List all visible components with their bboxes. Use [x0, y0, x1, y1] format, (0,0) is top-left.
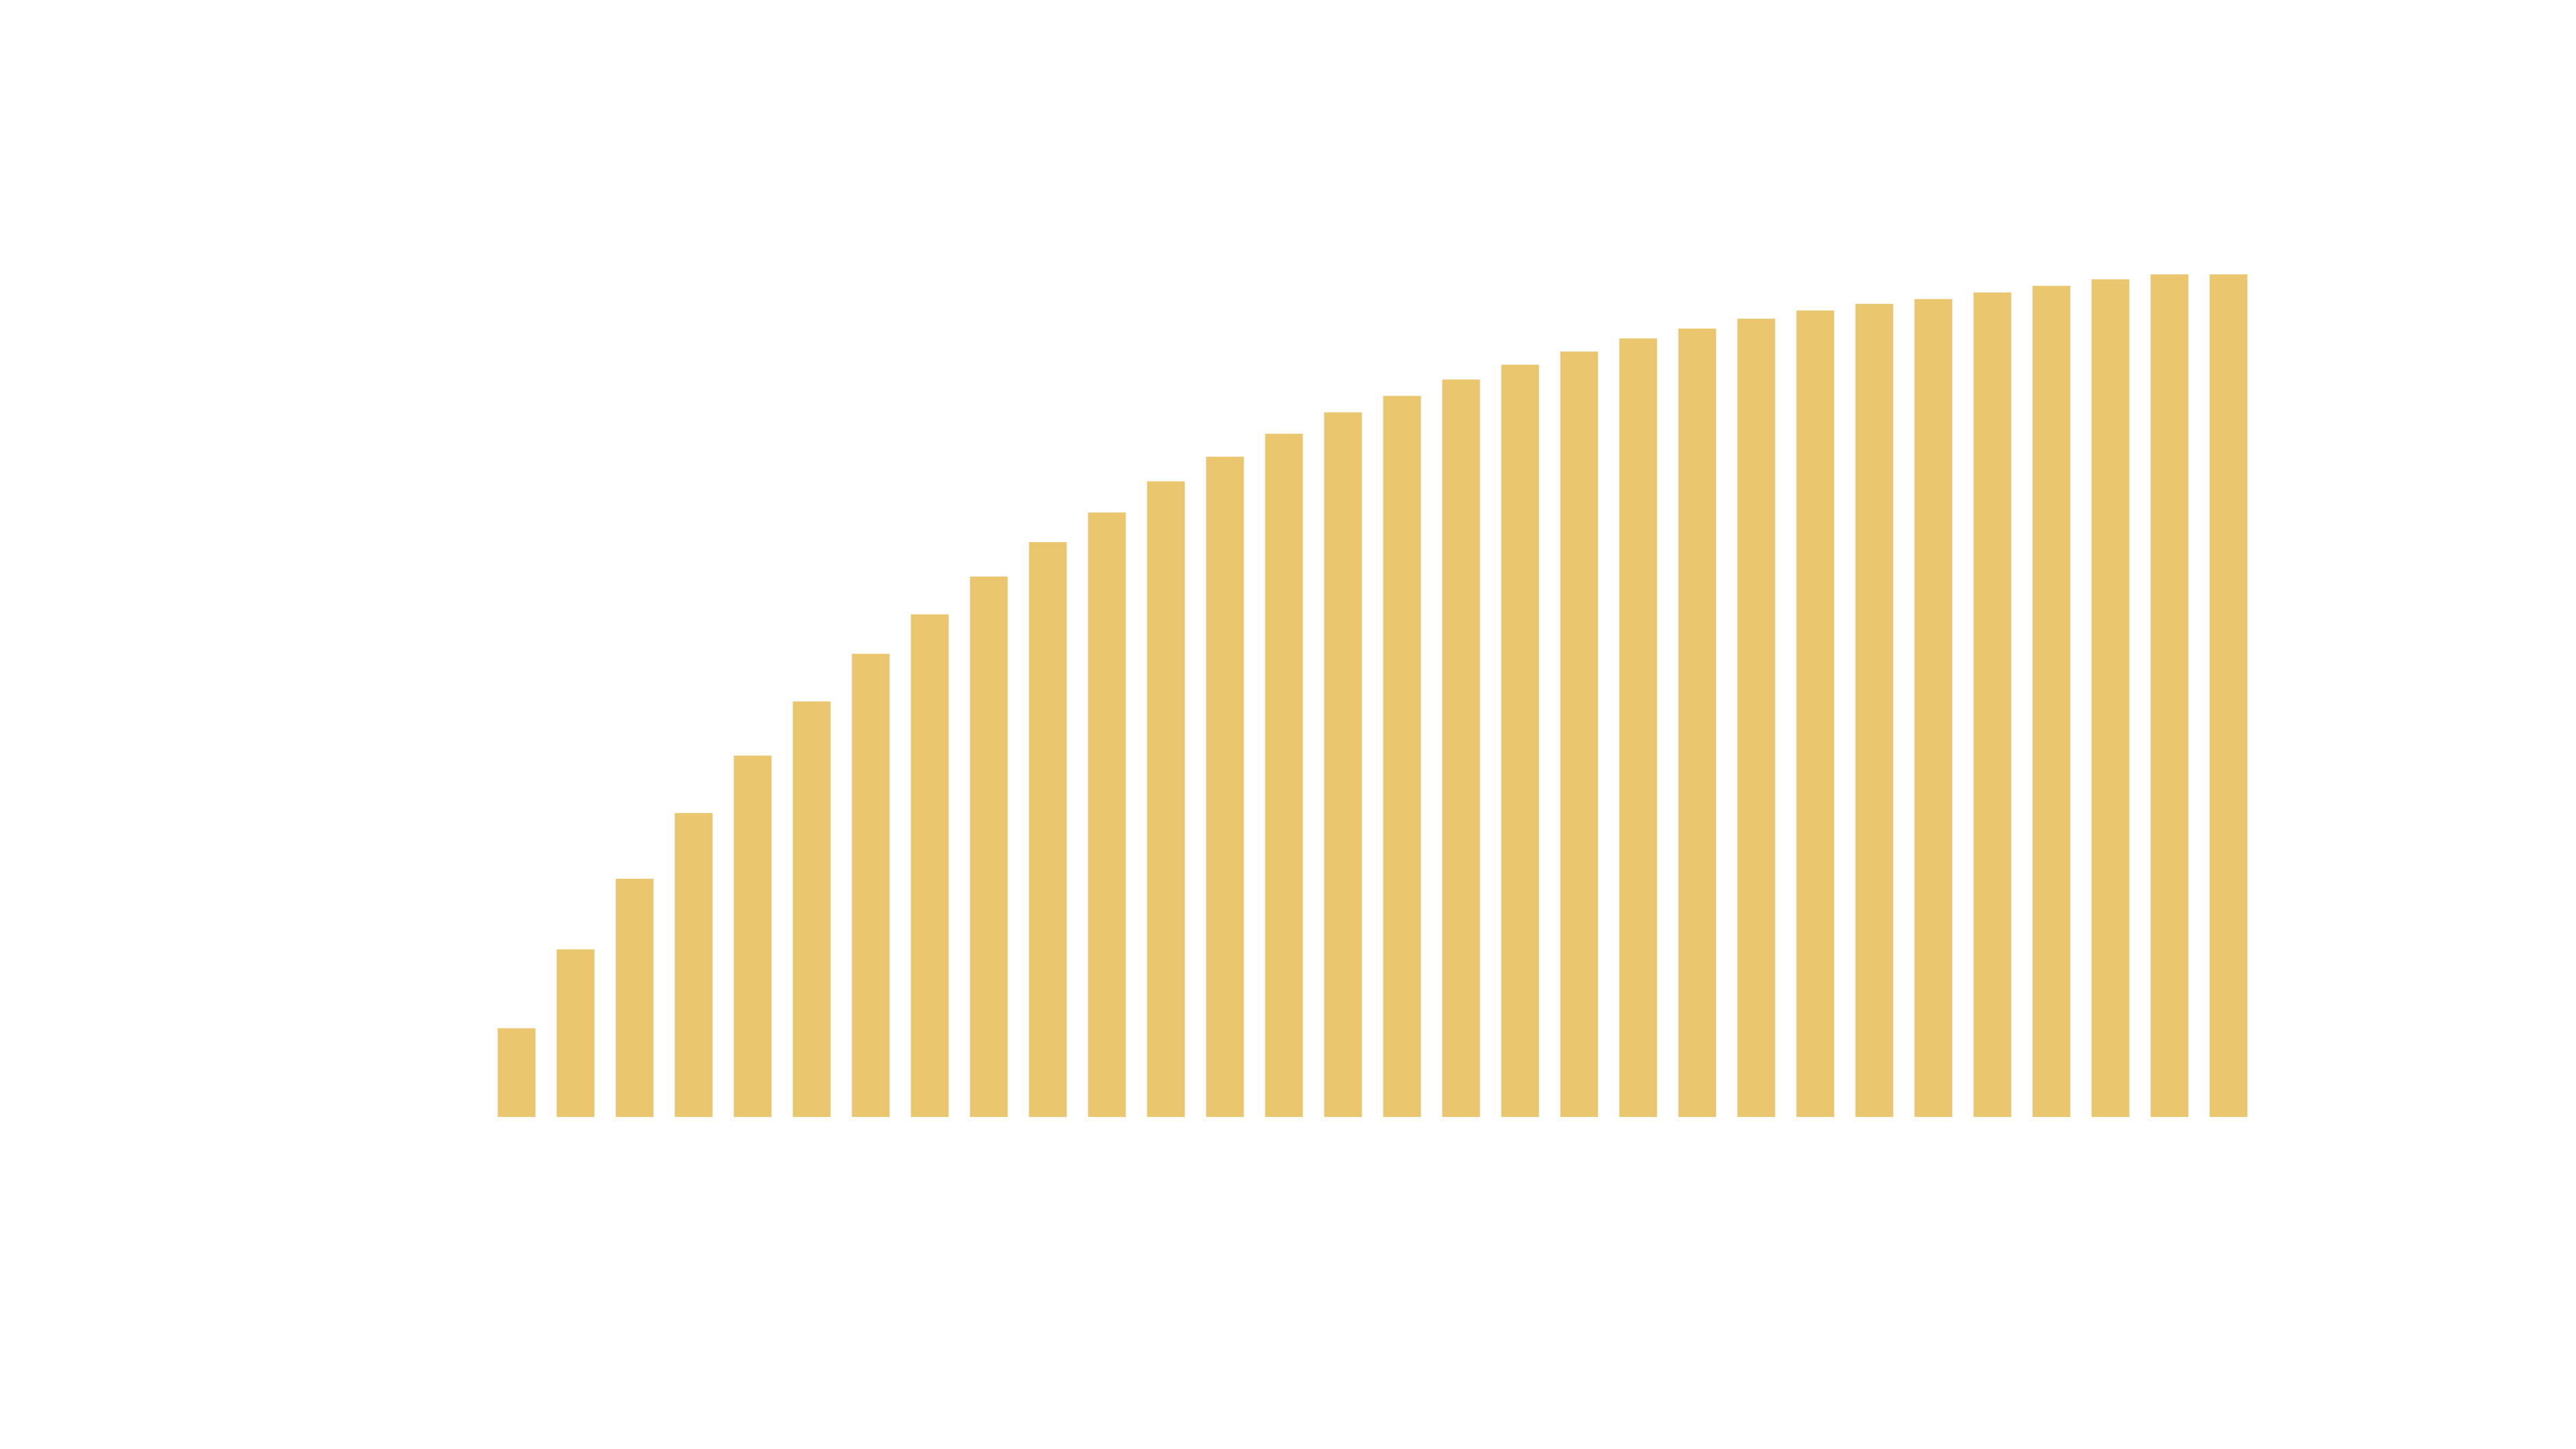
- bar: [1324, 412, 1362, 1117]
- bar: [1737, 319, 1776, 1117]
- bar: [1205, 456, 1244, 1117]
- bar: [1265, 433, 1303, 1117]
- bar: [674, 813, 713, 1117]
- bar: [1501, 364, 1540, 1117]
- bar: [2032, 286, 2071, 1118]
- bar: [497, 1028, 536, 1117]
- bar: [969, 576, 1008, 1117]
- bar: [556, 949, 595, 1117]
- bar: [615, 878, 654, 1117]
- bar: [1560, 352, 1599, 1117]
- bar: [1383, 396, 1421, 1117]
- bar: [1914, 299, 1953, 1118]
- bar: [1619, 338, 1658, 1117]
- bar: [1087, 513, 1126, 1117]
- bar: [1855, 304, 1894, 1118]
- bar: [733, 755, 772, 1117]
- bar: [792, 701, 831, 1117]
- bar: [1028, 542, 1067, 1117]
- bar: [2209, 274, 2248, 1117]
- bar: [851, 653, 890, 1117]
- bar: [1796, 310, 1835, 1117]
- bar: [1442, 379, 1481, 1118]
- bar: [1678, 328, 1717, 1117]
- bar: [1146, 481, 1185, 1117]
- bar: [2091, 279, 2130, 1118]
- bar: [1973, 292, 2012, 1118]
- bar: [2150, 274, 2189, 1117]
- bar: [910, 614, 949, 1117]
